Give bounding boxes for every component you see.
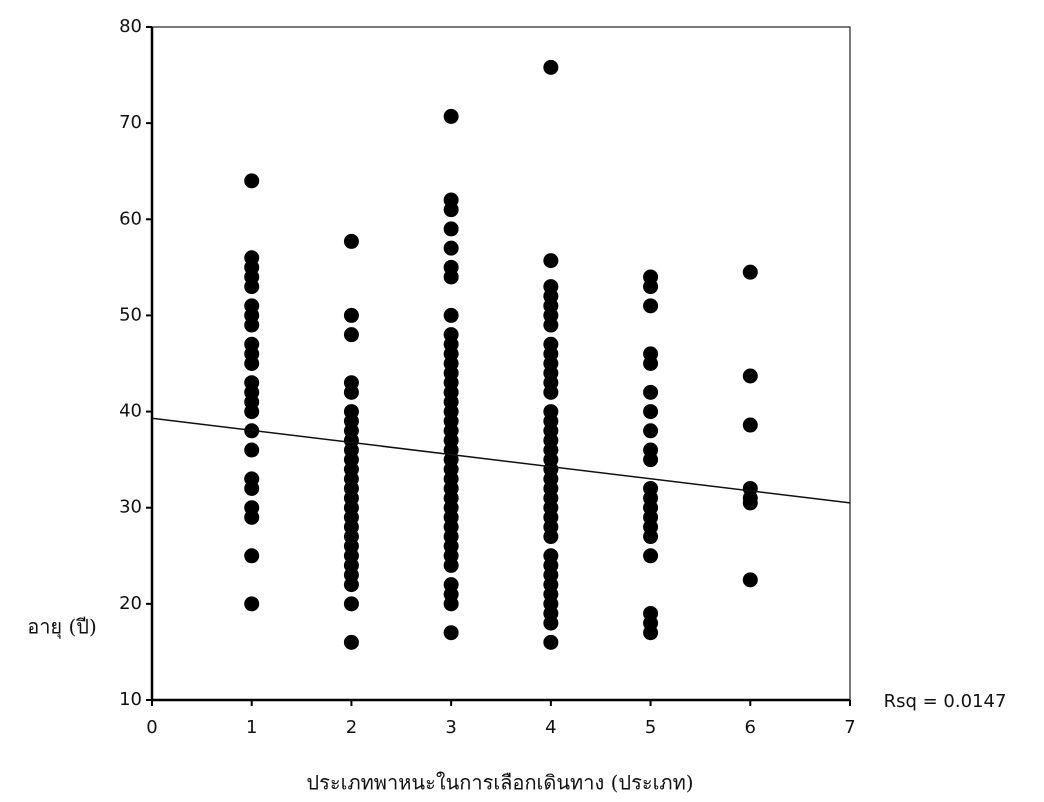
y-tick-label: 80 xyxy=(119,16,142,37)
y-tick-label: 70 xyxy=(119,112,142,133)
data-point xyxy=(543,59,559,75)
data-point xyxy=(443,557,459,573)
y-tick-label: 60 xyxy=(119,208,142,229)
x-tick-label: 6 xyxy=(745,717,756,738)
data-point xyxy=(244,548,260,564)
x-tick-label: 7 xyxy=(844,717,855,738)
data-point xyxy=(643,452,659,468)
data-point xyxy=(244,404,260,420)
data-point xyxy=(443,202,459,218)
x-tick-label: 3 xyxy=(445,717,456,738)
data-point xyxy=(643,548,659,564)
data-point xyxy=(643,298,659,314)
data-point xyxy=(343,384,359,400)
data-point xyxy=(643,279,659,295)
x-tick-label: 1 xyxy=(246,717,257,738)
data-point xyxy=(443,269,459,285)
data-point xyxy=(244,173,260,189)
data-point xyxy=(244,317,260,333)
data-point xyxy=(742,572,758,588)
data-point xyxy=(443,625,459,641)
data-point xyxy=(742,495,758,511)
data-point xyxy=(343,233,359,249)
data-point xyxy=(244,442,260,458)
data-point xyxy=(543,615,559,631)
data-point xyxy=(443,221,459,237)
rsq-annotation: Rsq = 0.0147 xyxy=(884,691,1007,712)
x-axis-label: ประเภทพาหนะในการเลือกเดินทาง (ประเภท) xyxy=(306,771,693,795)
data-point xyxy=(543,529,559,545)
data-point xyxy=(443,596,459,612)
data-point xyxy=(643,529,659,545)
y-tick-label: 50 xyxy=(119,304,142,325)
data-point xyxy=(643,423,659,439)
data-point xyxy=(742,368,758,384)
data-point xyxy=(443,307,459,323)
data-point xyxy=(443,240,459,256)
data-point xyxy=(643,356,659,371)
data-point xyxy=(742,264,758,280)
x-tick-label: 5 xyxy=(645,717,656,738)
data-point xyxy=(244,596,260,612)
data-point xyxy=(543,317,559,333)
x-tick-label: 0 xyxy=(146,717,157,738)
data-point xyxy=(343,596,359,612)
y-tick-label: 40 xyxy=(119,401,142,422)
data-point xyxy=(343,634,359,650)
data-point xyxy=(543,253,559,269)
x-tick-label: 4 xyxy=(545,717,556,738)
data-point xyxy=(443,108,459,124)
data-point xyxy=(343,307,359,323)
data-point xyxy=(643,404,659,420)
y-tick-label: 30 xyxy=(119,497,142,518)
y-axis-label: อายุ (ปี) xyxy=(27,615,97,640)
regression-line xyxy=(151,417,851,504)
data-point xyxy=(244,480,260,496)
data-point xyxy=(244,509,260,525)
y-tick-label: 10 xyxy=(119,689,142,710)
data-point xyxy=(244,279,260,295)
data-point xyxy=(343,327,359,343)
data-point xyxy=(742,417,758,433)
x-tick-label: 2 xyxy=(346,717,357,738)
data-point xyxy=(643,625,659,641)
y-tick-label: 20 xyxy=(119,593,142,614)
data-point xyxy=(643,384,659,400)
data-point xyxy=(343,577,359,593)
data-point xyxy=(244,356,260,371)
data-point xyxy=(543,634,559,650)
data-point xyxy=(543,384,559,400)
